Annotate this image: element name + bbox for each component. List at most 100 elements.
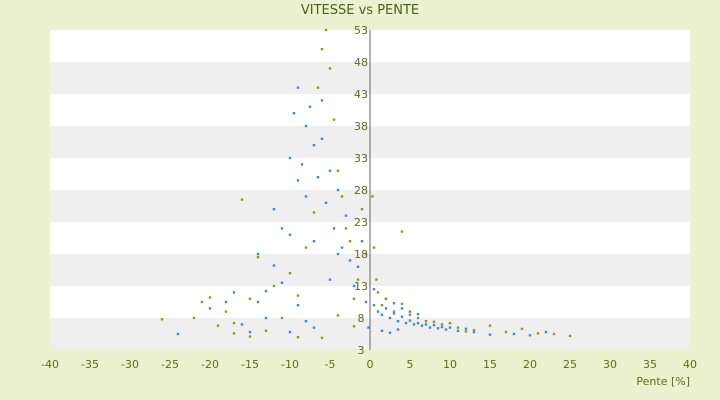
data-point xyxy=(208,296,212,299)
y-tick-label: 53 xyxy=(354,24,368,37)
data-point xyxy=(328,67,332,70)
data-point xyxy=(416,312,420,316)
data-point xyxy=(312,326,316,329)
data-point xyxy=(224,300,228,304)
data-point xyxy=(176,332,180,336)
data-point xyxy=(312,240,316,243)
x-tick-label: 0 xyxy=(367,358,374,371)
y-tick-label: 8 xyxy=(358,312,365,325)
data-point xyxy=(472,330,476,334)
data-point xyxy=(344,214,348,217)
data-point xyxy=(340,246,344,249)
data-point xyxy=(448,321,452,325)
data-point xyxy=(292,112,296,115)
data-point xyxy=(232,321,236,325)
data-point xyxy=(456,329,460,332)
data-point xyxy=(464,327,468,331)
data-point xyxy=(420,324,424,327)
data-point xyxy=(371,195,374,198)
data-point xyxy=(336,188,340,192)
data-point xyxy=(376,310,380,313)
data-point xyxy=(328,278,332,281)
x-tick-label: -5 xyxy=(325,358,336,371)
data-point xyxy=(248,335,252,338)
data-point xyxy=(280,227,284,230)
data-point xyxy=(332,227,336,230)
data-point xyxy=(264,316,268,320)
x-tick-label: -15 xyxy=(241,358,259,371)
data-point xyxy=(240,198,244,201)
data-point xyxy=(352,297,356,300)
data-point xyxy=(336,169,340,172)
data-point xyxy=(320,99,324,102)
data-point xyxy=(428,326,432,329)
x-tick-label: -35 xyxy=(81,358,99,371)
x-tick-label: 35 xyxy=(643,358,657,371)
data-point xyxy=(304,195,308,198)
data-point xyxy=(288,233,292,236)
data-point xyxy=(348,240,352,243)
data-point xyxy=(372,246,376,249)
y-tick-label: 28 xyxy=(354,184,368,197)
data-point xyxy=(404,321,408,325)
data-point xyxy=(400,307,404,310)
x-tick-label: -10 xyxy=(281,358,299,371)
data-point xyxy=(488,333,492,336)
data-point xyxy=(280,316,284,320)
data-point xyxy=(392,312,396,315)
x-tick-label: 20 xyxy=(523,358,537,371)
data-point xyxy=(272,264,276,267)
data-point xyxy=(304,124,308,128)
data-point xyxy=(528,334,532,337)
data-point xyxy=(432,323,436,327)
data-point xyxy=(296,179,300,182)
data-point xyxy=(296,294,300,297)
data-point xyxy=(256,256,260,259)
data-point xyxy=(444,328,448,331)
data-point xyxy=(424,323,428,326)
data-point xyxy=(288,330,292,334)
data-point xyxy=(464,330,468,333)
data-point xyxy=(512,332,516,336)
data-point xyxy=(328,169,332,172)
x-tick-labels: -40 -35 -30 -25 -20 -15 -10 -5 0 5 10 15 20 25 30 35 40 xyxy=(41,358,697,371)
data-point xyxy=(320,137,324,140)
data-point xyxy=(336,314,340,317)
data-point xyxy=(288,156,292,160)
data-point xyxy=(412,323,416,326)
data-point xyxy=(256,252,260,256)
data-point xyxy=(288,272,292,275)
data-point xyxy=(308,105,312,108)
data-point xyxy=(432,320,436,324)
data-point xyxy=(416,321,420,325)
data-point xyxy=(388,331,392,334)
data-point xyxy=(232,291,236,294)
data-point xyxy=(380,313,384,316)
data-point xyxy=(388,316,392,320)
data-point xyxy=(312,144,316,147)
data-point xyxy=(440,325,444,329)
data-point xyxy=(408,313,412,316)
data-point xyxy=(400,315,404,318)
data-point xyxy=(416,316,420,320)
data-point xyxy=(408,319,412,322)
data-point xyxy=(336,252,340,256)
data-point xyxy=(380,304,384,307)
x-tick-label: -25 xyxy=(161,358,179,371)
y-tick-label: 18 xyxy=(354,248,368,261)
data-point xyxy=(364,252,368,256)
data-point xyxy=(400,302,404,306)
x-tick-label: -30 xyxy=(121,358,139,371)
y-tick-label: 33 xyxy=(354,152,368,165)
data-point xyxy=(296,86,300,89)
data-point xyxy=(304,246,308,249)
data-point xyxy=(352,325,356,328)
data-point xyxy=(568,334,572,338)
x-axis-title: Pente [%] xyxy=(636,375,690,388)
x-tick-label: 40 xyxy=(683,358,697,371)
data-point xyxy=(208,307,212,310)
data-point xyxy=(408,310,412,313)
y-tick-label: 3 xyxy=(358,344,365,357)
data-point xyxy=(320,48,324,51)
